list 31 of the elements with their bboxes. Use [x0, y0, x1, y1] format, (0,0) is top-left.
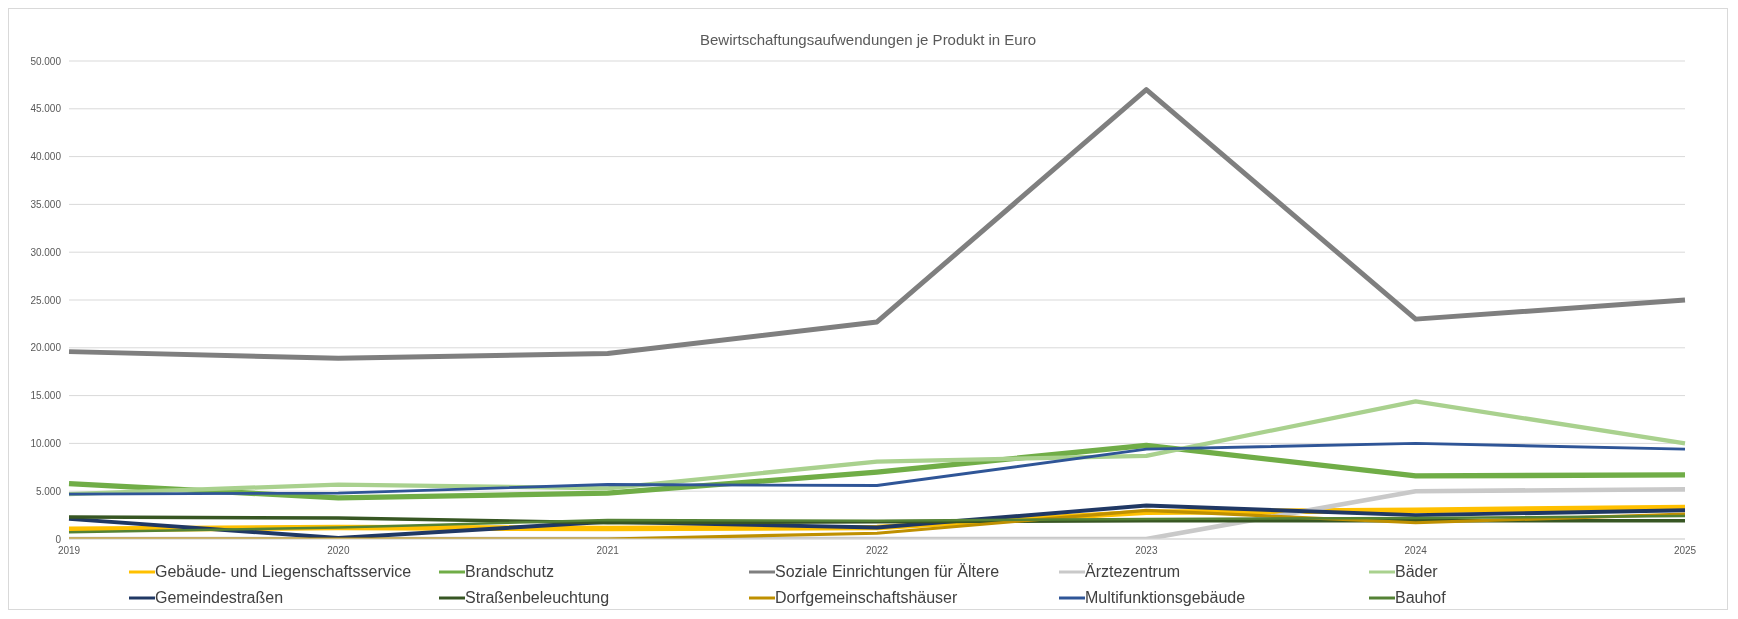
y-tick-label: 10.000: [30, 437, 62, 449]
legend-label: Bauhof: [1395, 589, 1446, 607]
legend-label: Bäder: [1395, 563, 1438, 581]
legend-label: Brandschutz: [465, 563, 554, 581]
legend-label: Ärztezentrum: [1085, 563, 1181, 581]
y-tick-label: 35.000: [30, 198, 62, 210]
y-tick-label: 0: [55, 533, 62, 545]
x-tick-label: 2023: [1135, 545, 1158, 557]
legend-label: Straßenbeleuchtung: [465, 589, 610, 607]
y-tick-label: 30.000: [30, 246, 62, 258]
y-tick-label: 50.000: [30, 55, 62, 67]
legend-label: Dorfgemeinschaftshäuser: [775, 589, 958, 607]
x-tick-label: 2025: [1673, 545, 1697, 557]
legend-label: Gebäude- und Liegenschaftsservice: [155, 563, 412, 581]
x-tick-label: 2021: [596, 545, 620, 557]
y-tick-label: 5.000: [35, 485, 62, 497]
y-tick-label: 20.000: [30, 342, 62, 354]
legend-label: Soziale Einrichtungen für Ältere: [775, 563, 1000, 581]
x-tick-label: 2022: [865, 545, 889, 557]
x-tick-label: 2019: [57, 545, 81, 557]
x-tick-label: 2024: [1404, 545, 1428, 557]
x-tick-label: 2020: [327, 545, 350, 557]
legend-label: Multifunktionsgebäude: [1085, 589, 1246, 607]
y-tick-label: 40.000: [30, 151, 62, 163]
y-tick-label: 15.000: [30, 390, 62, 402]
legend-label: Gemeindestraßen: [155, 589, 284, 607]
line-series: [67, 514, 1687, 534]
chart-title: Bewirtschaftungsaufwendungen je Produkt in Euro: [698, 31, 1037, 50]
y-tick-label: 25.000: [30, 294, 62, 306]
line-series: [66, 87, 1688, 361]
y-tick-label: 45.000: [30, 103, 62, 115]
